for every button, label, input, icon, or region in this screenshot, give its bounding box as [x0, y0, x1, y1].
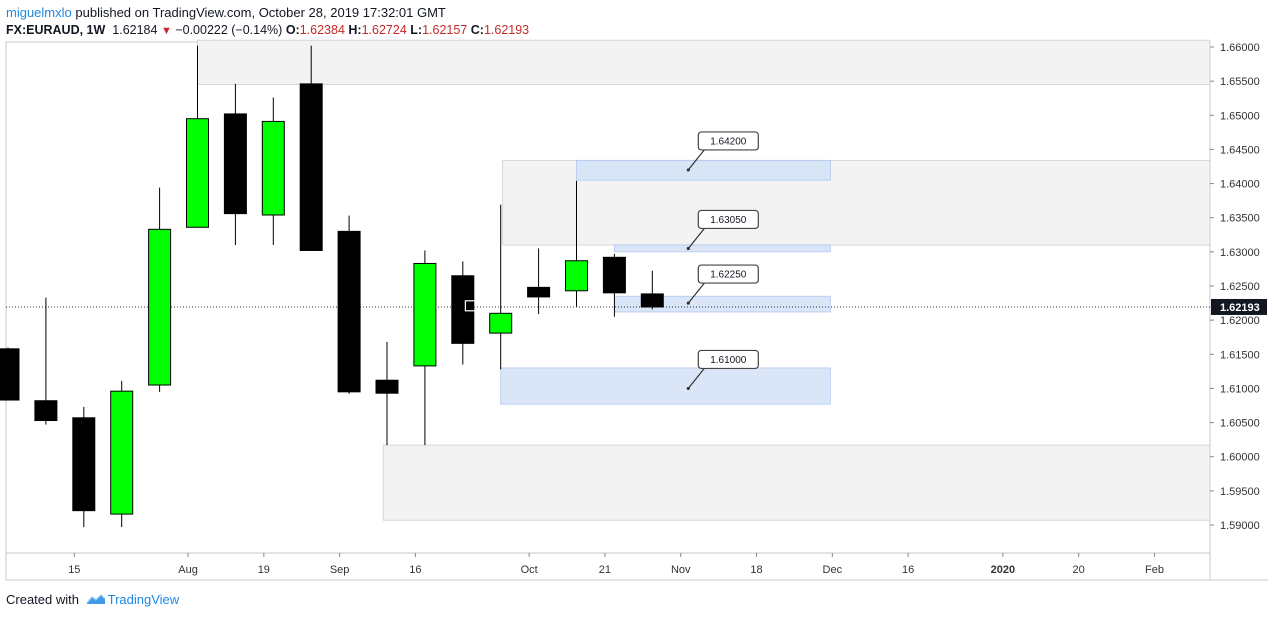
callout-anchor [686, 386, 690, 391]
price-tick-label: 1.63500 [1220, 213, 1260, 225]
callout-label: 1.63050 [710, 215, 747, 226]
chart-svg[interactable]: 1.64200 1.63050 1.62250 1.61000 1.66000 1.655… [0, 0, 1274, 590]
candle[interactable] [451, 275, 475, 344]
low-label: L: [410, 23, 423, 37]
candle[interactable] [110, 390, 134, 515]
open-value: 1.62384 [299, 23, 345, 37]
price-tick-label: 1.66000 [1220, 42, 1260, 54]
low-value: 1.62157 [422, 23, 468, 37]
created-with-text: Created with [6, 592, 79, 607]
time-tick-label: 16 [409, 564, 421, 576]
candle[interactable] [148, 228, 172, 386]
tradingview-logo-icon [86, 593, 106, 608]
price-tick-label: 1.59000 [1220, 520, 1260, 532]
open-label: O: [285, 23, 300, 37]
last-price: 1.62184 [112, 23, 158, 37]
time-tick-label: 15 [68, 564, 80, 576]
price-tick-label: 1.61500 [1220, 349, 1260, 361]
ohlc-legend: FX:EURAUD, 1W 1.62184 ▼ −0.00222 (−0.14%… [6, 22, 529, 39]
chart-area[interactable]: 1.64200 1.63050 1.62250 1.61000 1.66000 1.655… [0, 0, 1274, 595]
time-tick-label: Dec [823, 564, 843, 576]
price-tick-label: 1.63000 [1220, 247, 1260, 259]
high-label: H: [348, 23, 362, 37]
candle[interactable] [640, 293, 664, 308]
tradingview-link[interactable]: TradingView [107, 592, 180, 607]
close-value: 1.62193 [483, 23, 530, 37]
candle[interactable] [565, 260, 588, 292]
callout-box[interactable] [697, 131, 759, 151]
target-zone [614, 244, 831, 253]
candle[interactable] [186, 118, 209, 228]
callout-label: 1.61000 [710, 355, 747, 366]
down-arrow-icon: ▼ [160, 25, 172, 37]
candle[interactable] [337, 230, 361, 393]
current-price-badge [1211, 298, 1267, 315]
time-tick-label: 2020 [991, 564, 1015, 576]
current-price-label: 1.62193 [1220, 302, 1260, 314]
price-tick-label: 1.64500 [1220, 144, 1260, 156]
time-tick-label: 20 [1073, 564, 1085, 576]
high-value: 1.62724 [361, 23, 407, 37]
callout-pointer [687, 228, 705, 249]
candle[interactable] [489, 312, 513, 334]
time-tick-label: 19 [258, 564, 270, 576]
symbol-label: FX:EURAUD, 1W [6, 23, 106, 37]
price-tick-label: 1.62500 [1220, 281, 1260, 293]
time-tick-label: 21 [599, 564, 611, 576]
time-tick-label: Aug [178, 564, 198, 576]
candle[interactable] [413, 262, 437, 367]
callout-pointer [687, 368, 705, 389]
candle[interactable] [223, 113, 247, 215]
callout-pointer [687, 149, 705, 171]
time-tick-label: Oct [521, 564, 538, 576]
close-label: C: [470, 23, 484, 37]
candle[interactable] [602, 256, 626, 294]
candle[interactable] [375, 379, 399, 394]
callout-anchor [686, 246, 690, 251]
price-change: −0.00222 (−0.14%) [175, 23, 283, 37]
callout-box[interactable] [697, 209, 759, 230]
candle[interactable] [299, 83, 323, 251]
price-tick-label: 1.65000 [1220, 110, 1260, 122]
candle[interactable] [261, 120, 285, 216]
candle[interactable] [72, 417, 96, 512]
price-tick-label: 1.61000 [1220, 383, 1260, 395]
supply-demand-zone [382, 444, 1211, 521]
footer: Created with TradingView [6, 592, 179, 608]
time-tick-label: Sep [330, 564, 350, 576]
publish-header: miguelmxlo published on TradingView.com,… [6, 5, 446, 21]
published-text: published on TradingView.com, October 28… [75, 5, 446, 20]
candle[interactable] [34, 400, 58, 422]
candle[interactable] [527, 286, 551, 298]
price-tick-label: 1.60000 [1220, 452, 1260, 464]
target-zone [576, 159, 831, 181]
drawing-handle[interactable] [464, 300, 476, 312]
price-tick-label: 1.60500 [1220, 418, 1260, 430]
callout-box[interactable] [697, 349, 759, 370]
price-tick-label: 1.64000 [1220, 179, 1260, 191]
callout-label: 1.64200 [710, 136, 747, 147]
callout-anchor [686, 301, 690, 305]
price-tick-label: 1.65500 [1220, 76, 1260, 88]
target-zone [500, 367, 831, 405]
candle[interactable] [0, 348, 20, 401]
callout-box[interactable] [697, 264, 759, 284]
time-tick-label: 16 [902, 564, 914, 576]
time-tick-label: Nov [671, 564, 691, 576]
price-tick-label: 1.62000 [1220, 315, 1260, 327]
supply-demand-zone [197, 39, 1211, 85]
callout-anchor [686, 168, 690, 172]
callout-pointer [687, 282, 705, 304]
time-tick-label: 18 [750, 564, 762, 576]
price-tick-label: 1.59500 [1220, 486, 1260, 498]
author-link[interactable]: miguelmxlo [6, 5, 72, 20]
time-tick-label: Feb [1145, 564, 1164, 576]
callout-label: 1.62250 [710, 270, 747, 281]
